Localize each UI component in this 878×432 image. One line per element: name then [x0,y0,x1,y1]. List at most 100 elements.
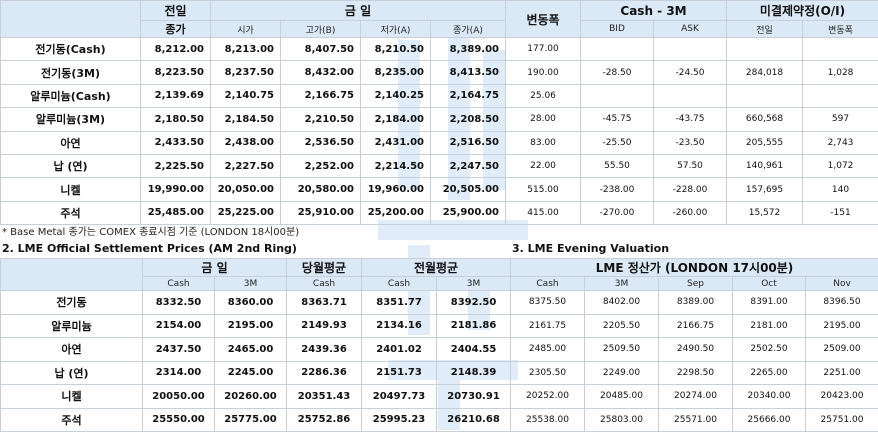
cell-close: 2,164.75 [431,84,506,107]
cell-close: 2,516.50 [431,131,506,154]
footnote: * Base Metal 종가는 COMEX 종료시점 기준 (LONDON 1… [2,223,299,238]
cell-cur-cash: 2286.36 [287,361,362,385]
section2-title: 2. LME Official Settlement Prices (AM 2n… [2,242,297,255]
cell-m3: 2205.50 [585,314,659,338]
header-prev-close-2: 종가 [141,21,211,38]
row-label: 알루미늄(Cash) [1,84,141,107]
s2-header-cur-cash: Cash [287,277,362,291]
header-ask: ASK [654,21,727,38]
cell-close: 20,505.00 [431,178,506,201]
cell-bid: -270.00 [581,201,654,224]
cell-m3: 2249.00 [585,361,659,385]
cell-high: 25,910.00 [281,201,361,224]
cell-oi-prev: 660,568 [727,108,803,131]
s2-header-corner [1,259,143,291]
cell-ask: 57.50 [654,154,727,177]
cell-cash: 2305.50 [511,361,585,385]
cell-low: 8,235.00 [361,61,431,84]
cell-m3: 20485.00 [585,385,659,409]
cell-prev-cash: 8351.77 [362,291,437,315]
s2-header-prev-3m: 3M [437,277,511,291]
cell-prev: 8,223.50 [141,61,211,84]
cell-prev: 2,433.50 [141,131,211,154]
cell-cash: 25550.00 [143,408,215,432]
header-oi-prev: 전일 [727,21,803,38]
cell-prev: 2,139.69 [141,84,211,107]
cell-cash: 2314.00 [143,361,215,385]
s2-header-cash: Cash [143,277,215,291]
cell-bid: 55.50 [581,154,654,177]
cell-cash: 20252.00 [511,385,585,409]
row-label: 전기동 [1,291,143,315]
cell-high: 2,536.50 [281,131,361,154]
cell-open: 2,438.00 [211,131,281,154]
cell-sep: 2490.50 [659,338,733,362]
cell-oct: 2265.00 [733,361,806,385]
cell-oi-change: 2,743 [803,131,878,154]
cell-bid: -25.50 [581,131,654,154]
cell-cash: 2485.00 [511,338,585,362]
cell-low: 2,184.00 [361,108,431,131]
cell-prev-3m: 26210.68 [437,408,511,432]
s3-header-3m: 3M [585,277,659,291]
cell-cash: 2154.00 [143,314,215,338]
cell-low: 2,214.50 [361,154,431,177]
cell-open: 25,225.00 [211,201,281,224]
cell-ask [654,38,727,61]
cell-high: 2,210.50 [281,108,361,131]
cell-low: 25,200.00 [361,201,431,224]
cell-sep: 8389.00 [659,291,733,315]
cell-oi-change: -151 [803,201,878,224]
cell-nov: 2509.00 [806,338,878,362]
header-corner [1,1,141,38]
cell-oi-change: 140 [803,178,878,201]
cell-sep: 2166.75 [659,314,733,338]
header-high: 고가(B) [281,21,361,38]
cell-bid [581,84,654,107]
cell-ask [654,84,727,107]
cell-open: 2,184.50 [211,108,281,131]
cell-bid: -28.50 [581,61,654,84]
cell-cur-cash: 25752.86 [287,408,362,432]
row-label: 전기동(3M) [1,61,141,84]
cell-cash: 2161.75 [511,314,585,338]
cell-ask: -228.00 [654,178,727,201]
s2-header-3m: 3M [215,277,287,291]
cell-prev-3m: 2181.86 [437,314,511,338]
header-open-interest: 미결제약정(O/I) [727,1,878,21]
cell-cash: 2437.50 [143,338,215,362]
cell-cash: 8332.50 [143,291,215,315]
cell-prev-3m: 2148.39 [437,361,511,385]
cell-nov: 8396.50 [806,291,878,315]
cell-cur-cash: 8363.71 [287,291,362,315]
cell-bid [581,38,654,61]
cell-low: 19,960.00 [361,178,431,201]
row-label: 납 (연) [1,154,141,177]
s2-header-prev-month-avg: 전월평균 [362,259,511,277]
cell-open: 8,237.50 [211,61,281,84]
cell-cash: 25538.00 [511,408,585,432]
cell-open: 2,140.75 [211,84,281,107]
cell-close: 2,247.50 [431,154,506,177]
cell-oct: 25666.00 [733,408,806,432]
s2-header-prev-cash: Cash [362,277,437,291]
cell-nov: 2251.00 [806,361,878,385]
cell-cur-cash: 20351.43 [287,385,362,409]
cell-oi-prev: 15,572 [727,201,803,224]
cell-oi-change [803,38,878,61]
